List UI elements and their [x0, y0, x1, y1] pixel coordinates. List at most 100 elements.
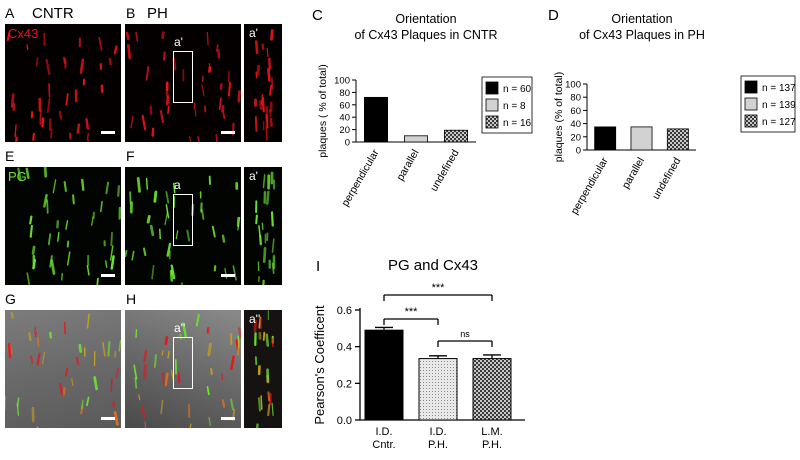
stain-streak: [237, 90, 241, 103]
stain-streak: [86, 396, 90, 407]
stain-streak: [164, 372, 169, 387]
micrograph-g-cntr-merge: [5, 310, 121, 428]
stain-streak: [71, 378, 74, 386]
x-tick-label: P.H.: [482, 439, 502, 451]
stain-streak: [7, 342, 12, 359]
stain-streak: [41, 117, 45, 128]
stain-streak: [221, 372, 224, 381]
stain-streak: [117, 185, 121, 197]
stain-streak: [267, 391, 271, 402]
x-tick-label: undefined: [428, 147, 462, 193]
micrograph-a-cntr-cx43: Cx43: [5, 24, 121, 142]
bar-1: [418, 358, 458, 421]
stain-streak: [78, 343, 83, 353]
stain-streak: [30, 355, 34, 364]
significance-label: ***: [432, 282, 446, 294]
micrograph-e-cntr-pg: PG: [5, 167, 121, 285]
scale-bar: [221, 274, 235, 277]
panel-letter-c: C: [312, 7, 323, 24]
stain-streak: [72, 194, 75, 205]
inset-label: a': [249, 169, 258, 183]
stain-streak: [75, 356, 80, 366]
stain-streak: [259, 234, 262, 246]
micrograph-h-ph-merge: a'': [125, 310, 241, 428]
stain-streak: [230, 398, 235, 411]
stain-streak: [144, 421, 147, 428]
bar-parallel: [404, 135, 429, 143]
stain-streak: [269, 117, 273, 127]
chart-title: of Cx43 Plaques in PH: [579, 28, 705, 42]
stain-streak: [109, 245, 114, 261]
stain-streak: [265, 333, 270, 347]
panel-letter-h: H: [126, 291, 137, 307]
stain-streak: [221, 234, 226, 243]
x-tick-label: parallel: [394, 148, 421, 183]
stain-streak: [159, 110, 164, 123]
stain-streak: [26, 272, 31, 285]
stain-streak: [5, 395, 7, 410]
stain-streak: [221, 399, 226, 408]
x-tick-label: L.M.: [481, 426, 502, 438]
stain-streak: [31, 245, 36, 255]
stain-streak: [215, 44, 219, 52]
stain-streak: [29, 224, 33, 238]
stain-streak: [34, 331, 37, 338]
stain-streak: [165, 90, 170, 105]
y-tick-label: 100: [334, 76, 350, 87]
stain-streak: [41, 351, 46, 365]
stain-streak: [96, 277, 99, 285]
stain-streak: [65, 220, 69, 230]
stain-streak: [257, 397, 262, 412]
stain-streak: [131, 250, 135, 261]
scale-bar: [101, 131, 115, 134]
error-bar: [429, 355, 447, 359]
chart-title: Orientation: [611, 12, 672, 26]
stain-label-cx43: Cx43: [8, 26, 39, 41]
stain-streak: [57, 231, 60, 242]
stain-streak: [210, 368, 213, 376]
stain-streak: [50, 129, 53, 139]
stain-streak: [65, 93, 69, 106]
stain-streak: [126, 44, 132, 60]
stain-streak: [63, 181, 67, 192]
stain-streak: [271, 402, 274, 416]
stain-streak: [52, 179, 57, 194]
y-tick-label: 20: [339, 125, 350, 136]
stain-streak: [135, 31, 139, 42]
stain-streak: [217, 48, 221, 59]
stain-streak: [36, 426, 39, 428]
micrograph-f-ph-pg: a: [125, 167, 241, 285]
stain-streak: [48, 83, 51, 98]
legend-label: n = 8: [503, 101, 526, 112]
stain-streak: [271, 238, 275, 253]
stain-streak: [265, 114, 269, 129]
stain-streak: [6, 32, 11, 42]
stain-streak: [160, 399, 164, 414]
legend-swatch: [485, 81, 499, 95]
stain-streak: [93, 376, 98, 391]
stain-streak: [161, 31, 165, 40]
x-tick-label: undefined: [650, 155, 684, 201]
stain-streak: [125, 31, 130, 41]
stain-streak: [133, 364, 138, 380]
stain-streak: [85, 117, 90, 130]
stain-streak: [45, 58, 51, 76]
inset-box-label: a'': [174, 321, 186, 335]
stain-streak: [162, 371, 165, 386]
inset-a-double-prime-merge: a'': [244, 310, 282, 428]
chart-title: PG and Cx43: [388, 257, 478, 274]
error-bar: [375, 326, 393, 331]
stain-streak: [59, 382, 64, 396]
stain-streak: [207, 342, 212, 357]
stain-streak: [149, 224, 155, 237]
x-tick-label: I.D.: [429, 426, 446, 438]
stain-streak: [86, 264, 90, 276]
stain-streak: [43, 193, 48, 208]
stain-streak: [167, 105, 170, 114]
stain-streak: [238, 327, 241, 339]
legend-label: n = 60: [503, 84, 532, 95]
stain-streak: [141, 405, 146, 419]
stain-streak: [146, 214, 151, 224]
inset-region-box: [173, 194, 193, 246]
stain-streak: [254, 40, 259, 55]
